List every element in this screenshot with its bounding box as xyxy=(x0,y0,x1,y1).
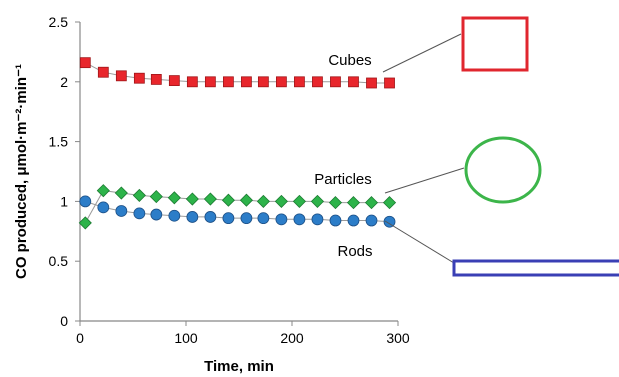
data-point-particles xyxy=(256,194,270,208)
data-point-particles xyxy=(382,196,397,210)
leader-line-cubes xyxy=(382,33,462,73)
data-point-cubes xyxy=(330,76,341,88)
leader-line-particles xyxy=(384,167,465,194)
y-tick-label: 1.5 xyxy=(49,134,69,150)
series-label-particles: Particles xyxy=(314,171,372,188)
data-point-particles xyxy=(149,190,163,204)
data-point-rods xyxy=(240,212,253,225)
square-shape-icon xyxy=(461,16,529,72)
data-point-rods xyxy=(293,213,306,226)
data-point-rods xyxy=(347,214,360,227)
data-point-cubes xyxy=(348,76,359,88)
data-point-rods xyxy=(365,214,378,227)
data-point-cubes xyxy=(168,75,180,87)
data-point-rods xyxy=(329,214,342,227)
leader-lines xyxy=(382,33,465,264)
axes xyxy=(79,22,398,322)
series-label-rods: Rods xyxy=(337,243,372,260)
data-point-cubes xyxy=(204,76,216,88)
data-point-rods xyxy=(275,213,288,226)
data-point-rods xyxy=(186,211,199,223)
data-point-particles xyxy=(346,196,361,210)
series-label-cubes: Cubes xyxy=(328,52,371,69)
data-point-cubes xyxy=(79,57,91,69)
data-point-particles xyxy=(78,216,92,230)
tick-labels: 0 0.5 1 1.5 2 2.5 0 100 200 300 xyxy=(49,14,410,346)
data-point-cubes xyxy=(275,76,287,88)
rod-shape-icon xyxy=(452,259,619,277)
data-point-rods xyxy=(222,212,235,225)
data-point-cubes xyxy=(186,76,198,88)
series-line-rods xyxy=(85,200,390,223)
data-point-rods xyxy=(150,208,163,221)
data-point-particles xyxy=(185,192,199,206)
data-point-particles xyxy=(114,186,128,200)
data-point-particles xyxy=(292,194,306,208)
data-point-rods xyxy=(204,211,217,223)
data-point-cubes xyxy=(294,76,305,88)
data-point-particles xyxy=(310,194,325,208)
data-point-particles xyxy=(132,188,146,202)
series-markers xyxy=(78,57,397,230)
shape-icons xyxy=(452,16,619,277)
y-tick-label: 0.5 xyxy=(49,253,69,269)
data-point-particles xyxy=(364,196,379,210)
data-point-cubes xyxy=(150,74,162,85)
series-lines xyxy=(84,62,390,224)
data-point-cubes xyxy=(222,76,234,88)
data-point-cubes xyxy=(257,76,269,88)
data-point-cubes xyxy=(115,70,127,82)
data-point-cubes xyxy=(312,76,323,88)
y-tick-label: 1 xyxy=(60,193,68,209)
data-point-cubes xyxy=(366,77,377,89)
circle-shape-icon xyxy=(464,136,542,204)
data-point-particles xyxy=(274,194,288,208)
data-point-particles xyxy=(167,191,181,205)
data-point-particles xyxy=(239,193,253,207)
data-point-rods xyxy=(311,213,324,226)
x-tick-label: 300 xyxy=(386,330,410,346)
data-point-particles xyxy=(328,196,343,210)
y-tick-label: 2.5 xyxy=(49,14,69,30)
data-point-rods xyxy=(168,209,181,222)
data-point-cubes xyxy=(241,76,252,88)
data-point-rods xyxy=(133,207,146,220)
data-point-cubes xyxy=(97,66,109,78)
x-axis-title: Time, min xyxy=(204,358,274,375)
data-point-particles xyxy=(96,184,110,198)
data-point-cubes xyxy=(384,77,395,89)
data-point-rods xyxy=(383,215,396,228)
y-tick-label: 2 xyxy=(60,74,68,90)
y-tick-label: 0 xyxy=(60,313,68,329)
data-point-particles xyxy=(221,193,235,207)
data-point-rods xyxy=(79,195,92,208)
x-tick-label: 100 xyxy=(174,330,198,346)
data-point-particles xyxy=(203,192,217,206)
data-point-rods xyxy=(257,212,270,225)
data-point-rods xyxy=(97,201,110,214)
leader-line-rods xyxy=(384,220,455,264)
x-tick-label: 0 xyxy=(76,330,84,346)
x-tick-label: 200 xyxy=(280,330,304,346)
data-point-rods xyxy=(115,205,128,217)
y-axis-title: CO produced, μmol·m⁻²·min⁻¹ xyxy=(13,64,30,279)
data-point-cubes xyxy=(133,72,145,84)
